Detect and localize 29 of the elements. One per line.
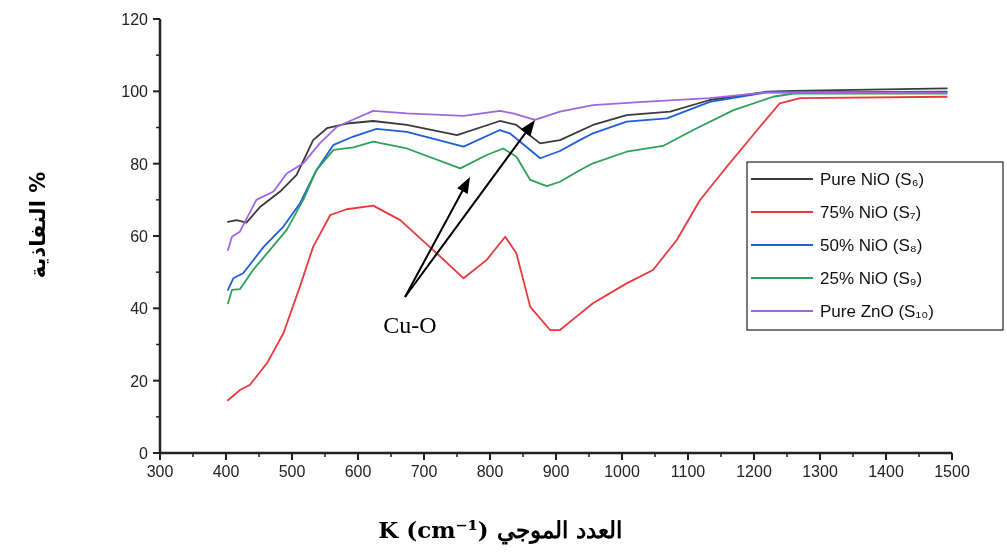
- x-tick-label: 1400: [868, 463, 904, 480]
- legend-label: Pure NiO (S₆): [820, 170, 925, 189]
- y-tick-label: 40: [130, 300, 149, 318]
- x-tick-label: 400: [212, 463, 240, 480]
- x-tick-label: 700: [410, 463, 438, 480]
- legend-label: 50% NiO (S₈): [820, 236, 923, 255]
- y-tick-label: 80: [130, 155, 149, 173]
- annotation: Cu-O: [383, 120, 535, 338]
- x-tick-label: 1200: [736, 463, 772, 480]
- x-tick-label: 900: [542, 463, 570, 480]
- x-tick-label: 1500: [934, 463, 970, 480]
- legend-label: 25% NiO (S₉): [820, 269, 923, 288]
- legend-label: Pure ZnO (S₁₀): [820, 302, 934, 321]
- x-axis-title: K (cm⁻¹) العدد الموجي: [378, 516, 622, 545]
- x-tick-label: 500: [278, 463, 306, 480]
- x-tick-label: 1300: [802, 463, 838, 480]
- y-tick-label: 60: [130, 228, 149, 245]
- x-tick-label: 1100: [670, 463, 706, 480]
- x-tick-label: 600: [344, 463, 372, 480]
- y-tick-label: 0: [139, 445, 149, 462]
- y-tick-label: 20: [130, 372, 149, 390]
- y-tick-label: 120: [121, 11, 149, 28]
- y-tick-label: 100: [121, 83, 149, 101]
- y-axis-title: النفاذية %: [26, 171, 50, 279]
- x-tick-label: 800: [476, 463, 504, 480]
- x-tick-label: 300: [146, 463, 174, 480]
- x-tick-label: 1000: [604, 463, 640, 480]
- annotation: Cu-O: [383, 312, 437, 338]
- legend-label: 75% NiO (S₇): [820, 203, 922, 222]
